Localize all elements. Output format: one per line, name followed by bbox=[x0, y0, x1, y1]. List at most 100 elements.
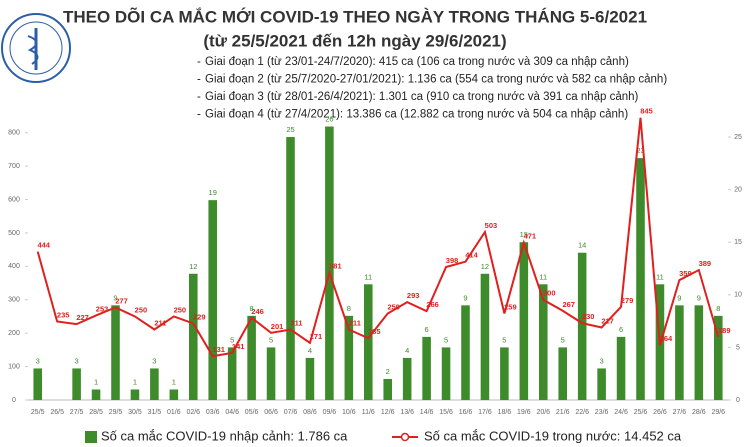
x-tick-label: 11/6 bbox=[362, 409, 375, 416]
line-label: 414 bbox=[465, 251, 478, 260]
line-label: 444 bbox=[37, 241, 50, 250]
line-label: 141 bbox=[232, 342, 245, 351]
bar bbox=[130, 389, 140, 400]
y2-tick-label: 5 bbox=[736, 344, 740, 351]
bar bbox=[577, 252, 587, 400]
bar bbox=[364, 284, 373, 400]
bar bbox=[500, 347, 509, 400]
bar-label: 1 bbox=[133, 377, 137, 386]
bar-label: 25 bbox=[286, 125, 294, 134]
bar bbox=[111, 305, 120, 400]
bar bbox=[422, 336, 431, 400]
bar-label: 9 bbox=[463, 293, 467, 302]
bar-label: 5 bbox=[444, 335, 448, 344]
x-tick-label: 24/6 bbox=[614, 409, 628, 416]
bar bbox=[539, 284, 548, 400]
bar-label: 5 bbox=[269, 335, 273, 344]
bar bbox=[208, 200, 217, 400]
y-tick-label: 100 bbox=[8, 363, 20, 370]
bar-label: 3 bbox=[75, 356, 79, 365]
x-tick-label: 25/6 bbox=[634, 409, 648, 416]
line-label: 471 bbox=[524, 232, 537, 241]
bar bbox=[441, 347, 451, 400]
line-label: 211 bbox=[290, 318, 302, 327]
bar bbox=[266, 347, 276, 400]
bar-label: 14 bbox=[578, 241, 586, 250]
bar bbox=[616, 336, 626, 400]
logo bbox=[1, 13, 71, 83]
x-tick-label: 06/6 bbox=[264, 409, 278, 416]
x-tick-label: 18/6 bbox=[498, 409, 512, 416]
line-label: 267 bbox=[562, 300, 575, 309]
bullet: - bbox=[197, 91, 201, 103]
note: Giai đoạn 4 (từ 27/4/2021): 13.386 ca (1… bbox=[205, 109, 628, 121]
y2-tick-label: 0 bbox=[736, 397, 740, 404]
line-label: 201 bbox=[271, 322, 284, 331]
x-tick-label: 05/6 bbox=[245, 409, 259, 416]
bar bbox=[305, 357, 315, 400]
x-tick-label: 31/5 bbox=[148, 409, 162, 416]
line-label: 250 bbox=[174, 305, 187, 314]
bullet: - bbox=[197, 74, 201, 86]
bar-label: 9 bbox=[113, 293, 117, 302]
bar bbox=[694, 305, 704, 400]
line bbox=[36, 117, 720, 358]
y2-tick-label: 20 bbox=[734, 186, 742, 193]
bar-label: 4 bbox=[405, 346, 409, 355]
line-label: 279 bbox=[621, 296, 634, 305]
bar-label: 4 bbox=[308, 346, 312, 355]
subtitle: (từ 25/5/2021 đến 12h ngày 29/6/2021) bbox=[203, 31, 506, 50]
x-tick-label: 19/6 bbox=[517, 409, 531, 416]
line-label: 389 bbox=[699, 259, 712, 268]
line-label: 259 bbox=[387, 302, 400, 311]
x-tick-label: 26/6 bbox=[653, 409, 667, 416]
y-tick-label: 300 bbox=[8, 297, 20, 304]
x-tick-label: 13/6 bbox=[400, 409, 414, 416]
bar-label: 12 bbox=[481, 262, 489, 271]
line-label: 259 bbox=[504, 302, 517, 311]
bar-label: 12 bbox=[189, 262, 197, 271]
bar bbox=[72, 368, 81, 400]
line-label: 229 bbox=[193, 312, 206, 321]
x-tick-label: 14/6 bbox=[420, 409, 434, 416]
x-tick-label: 28/5 bbox=[89, 409, 103, 416]
bar bbox=[247, 315, 256, 400]
bar-label: 15 bbox=[520, 230, 528, 239]
line-label: 164 bbox=[660, 334, 673, 343]
bar-label: 5 bbox=[561, 335, 565, 344]
bar bbox=[383, 378, 392, 400]
note: Giai đoạn 1 (từ 23/01-24/7/2020): 415 ca… bbox=[205, 56, 629, 68]
bar-label: 6 bbox=[619, 325, 623, 334]
x-tick-label: 30/5 bbox=[128, 409, 142, 416]
x-tick-label: 22/6 bbox=[575, 409, 589, 416]
bar-label: 9 bbox=[697, 293, 701, 302]
x-tick-label: 21/6 bbox=[556, 409, 570, 416]
bar bbox=[402, 357, 412, 400]
line-label: 381 bbox=[329, 262, 342, 271]
bar-label: 3 bbox=[36, 356, 40, 365]
line-label: 293 bbox=[407, 291, 420, 300]
x-tick-label: 27/6 bbox=[673, 409, 687, 416]
bar-label: 5 bbox=[230, 335, 234, 344]
bar bbox=[325, 126, 334, 400]
line-label: 185 bbox=[368, 327, 381, 336]
bar-label: 11 bbox=[539, 272, 547, 281]
x-tick-label: 23/6 bbox=[595, 409, 609, 416]
legend-marker bbox=[400, 432, 410, 442]
line-label: 250 bbox=[135, 305, 148, 314]
y-tick-label: 500 bbox=[8, 230, 20, 237]
legend-swatch bbox=[85, 431, 97, 443]
x-tick-label: 02/6 bbox=[186, 409, 200, 416]
note: Giai đoạn 3 (từ 28/01-26/4/2021): 1.301 … bbox=[205, 91, 639, 103]
x-tick-label: 10/6 bbox=[342, 409, 356, 416]
line-label: 253 bbox=[96, 304, 109, 313]
line-label: 266 bbox=[426, 300, 439, 309]
bar bbox=[597, 368, 606, 400]
y-tick-label: 700 bbox=[8, 163, 20, 170]
line-label: 131 bbox=[212, 345, 225, 354]
y-tick-label: 0 bbox=[12, 397, 16, 404]
bar-label: 11 bbox=[656, 272, 664, 281]
x-tick-label: 01/6 bbox=[167, 409, 181, 416]
